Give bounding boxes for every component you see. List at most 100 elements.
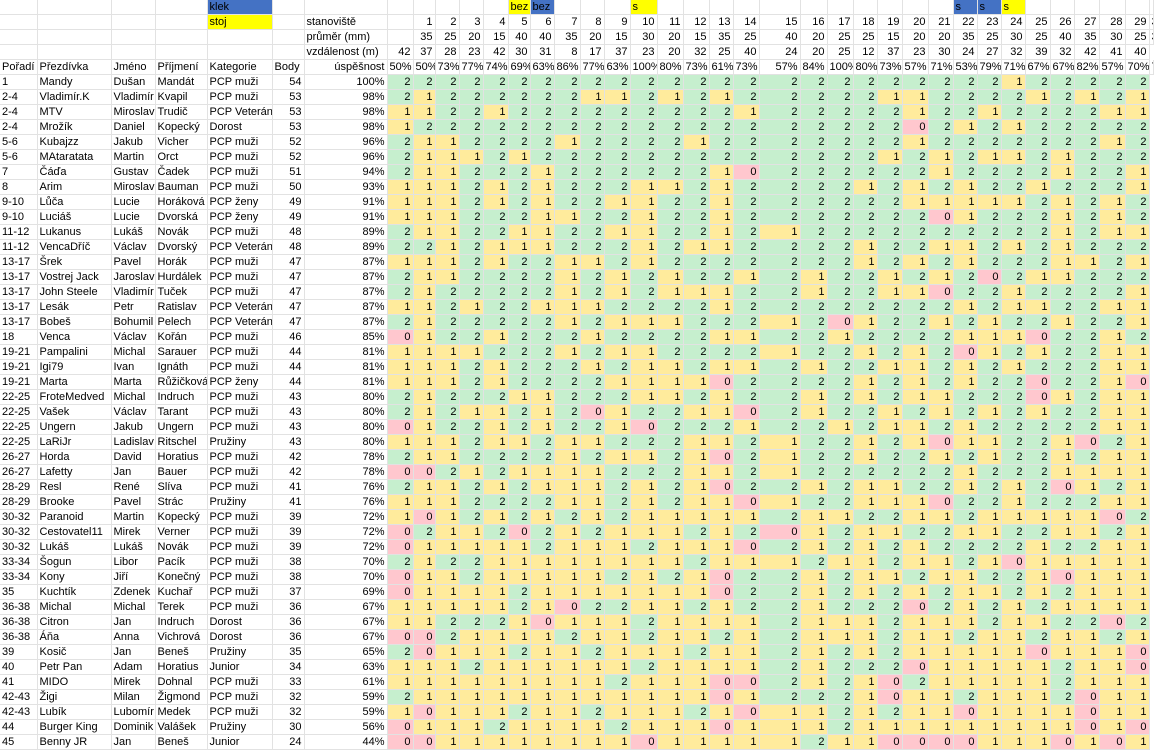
- score-cell[interactable]: 2: [1001, 404, 1026, 420]
- score-cell[interactable]: 2: [953, 629, 978, 645]
- score-cell[interactable]: 2: [604, 719, 631, 735]
- score-cell[interactable]: 2: [1099, 434, 1126, 450]
- score-cell[interactable]: 1: [580, 629, 605, 645]
- score-cell[interactable]: 2: [683, 164, 710, 180]
- score-cell[interactable]: 1: [877, 269, 903, 285]
- score-cell[interactable]: 2: [827, 359, 854, 375]
- score-cell[interactable]: 2: [709, 104, 734, 120]
- score-cell[interactable]: 2: [1074, 389, 1100, 405]
- score-cell[interactable]: 0: [709, 449, 734, 465]
- score-cell[interactable]: 1: [1001, 599, 1026, 615]
- score-cell[interactable]: 2: [800, 689, 828, 705]
- score-cell[interactable]: 1: [877, 494, 903, 510]
- score-cell[interactable]: 2: [1001, 569, 1026, 585]
- score-cell[interactable]: 1: [483, 419, 509, 435]
- score-cell[interactable]: 0: [630, 734, 658, 750]
- score-cell[interactable]: 1: [435, 599, 460, 615]
- category-cell[interactable]: PCP muži: [207, 524, 273, 540]
- last-name-cell[interactable]: Tarant: [155, 404, 208, 420]
- score-cell[interactable]: 2: [877, 554, 903, 570]
- first-name-cell[interactable]: Jakub: [111, 134, 156, 150]
- points-cell[interactable]: 47: [272, 284, 305, 300]
- score-cell[interactable]: 2: [554, 374, 581, 390]
- station-success[interactable]: 50%: [413, 59, 436, 75]
- score-cell[interactable]: 2: [657, 464, 684, 480]
- score-cell[interactable]: 1: [554, 614, 581, 630]
- score-cell[interactable]: 1: [902, 134, 929, 150]
- score-cell[interactable]: 2: [953, 224, 978, 240]
- score-cell[interactable]: 2: [759, 479, 801, 495]
- score-cell[interactable]: 2: [953, 389, 978, 405]
- score-cell[interactable]: 2: [580, 284, 605, 300]
- diameter-value[interactable]: 20: [800, 29, 828, 45]
- score-cell[interactable]: 1: [709, 644, 734, 660]
- score-cell[interactable]: 2: [853, 149, 878, 165]
- score-cell[interactable]: 1: [683, 734, 710, 750]
- score-cell[interactable]: 1: [580, 479, 605, 495]
- nickname-cell[interactable]: Kubajzz: [37, 134, 112, 150]
- empty-cell[interactable]: [272, 14, 305, 30]
- last-name-cell[interactable]: Kvapil: [155, 89, 208, 105]
- diameter-value[interactable]: 25: [435, 29, 460, 45]
- score-cell[interactable]: 1: [435, 149, 460, 165]
- rank-cell[interactable]: 39: [0, 644, 38, 660]
- score-cell[interactable]: 1: [580, 734, 605, 750]
- score-cell[interactable]: 2: [759, 509, 801, 525]
- nickname-cell[interactable]: FroteMedved: [37, 389, 112, 405]
- score-cell[interactable]: 2: [733, 374, 760, 390]
- nickname-cell[interactable]: Áňa: [37, 629, 112, 645]
- score-cell[interactable]: 2: [977, 389, 1002, 405]
- station-number[interactable]: 30: [1149, 14, 1154, 30]
- last-name-cell[interactable]: Slíva: [155, 479, 208, 495]
- score-cell[interactable]: 1: [604, 419, 631, 435]
- score-cell[interactable]: 2: [604, 389, 631, 405]
- score-cell[interactable]: 2: [953, 149, 978, 165]
- score-cell[interactable]: 1: [554, 659, 581, 675]
- station-mark[interactable]: [800, 0, 828, 15]
- success-cell[interactable]: 87%: [304, 314, 388, 330]
- score-cell[interactable]: 1: [683, 434, 710, 450]
- diameter-value[interactable]: 30: [1001, 29, 1026, 45]
- score-cell[interactable]: 2: [604, 674, 631, 690]
- distance-value[interactable]: 28: [435, 44, 460, 60]
- category-cell[interactable]: PCP muži: [207, 509, 273, 525]
- points-cell[interactable]: 39: [272, 539, 305, 555]
- station-number[interactable]: 12: [683, 14, 710, 30]
- score-cell[interactable]: 2: [759, 419, 801, 435]
- score-cell[interactable]: 0: [1074, 689, 1100, 705]
- score-cell[interactable]: 1: [530, 224, 555, 240]
- score-cell[interactable]: 2: [800, 119, 828, 135]
- score-cell[interactable]: 1: [1001, 674, 1026, 690]
- score-cell[interactable]: 1: [1099, 494, 1126, 510]
- score-cell[interactable]: 0: [902, 599, 929, 615]
- score-cell[interactable]: 2: [759, 539, 801, 555]
- score-cell[interactable]: 2: [683, 389, 710, 405]
- score-cell[interactable]: 2: [683, 179, 710, 195]
- success-cell[interactable]: 72%: [304, 539, 388, 555]
- score-cell[interactable]: 2: [508, 419, 531, 435]
- score-cell[interactable]: 2: [759, 104, 801, 120]
- score-cell[interactable]: 1: [902, 689, 929, 705]
- score-cell[interactable]: 2: [630, 134, 658, 150]
- nickname-cell[interactable]: Paranoid: [37, 509, 112, 525]
- score-cell[interactable]: 1: [657, 389, 684, 405]
- score-cell[interactable]: 2: [977, 89, 1002, 105]
- first-name-cell[interactable]: Vladimír: [111, 284, 156, 300]
- points-cell[interactable]: 42: [272, 449, 305, 465]
- score-cell[interactable]: 2: [508, 119, 531, 135]
- score-cell[interactable]: 1: [928, 644, 954, 660]
- score-cell[interactable]: 2: [604, 209, 631, 225]
- empty-cell[interactable]: [111, 14, 156, 30]
- score-cell[interactable]: 1: [630, 209, 658, 225]
- score-cell[interactable]: 2: [435, 554, 460, 570]
- score-cell[interactable]: 2: [977, 359, 1002, 375]
- success-cell[interactable]: 98%: [304, 104, 388, 120]
- station-number[interactable]: 18: [853, 14, 878, 30]
- score-cell[interactable]: 1: [853, 734, 878, 750]
- score-cell[interactable]: 1: [928, 449, 954, 465]
- score-cell[interactable]: 1: [483, 179, 509, 195]
- score-cell[interactable]: 1: [1125, 299, 1150, 315]
- empty-cell[interactable]: [111, 44, 156, 60]
- score-cell[interactable]: 2: [1074, 314, 1100, 330]
- score-cell[interactable]: 1: [953, 419, 978, 435]
